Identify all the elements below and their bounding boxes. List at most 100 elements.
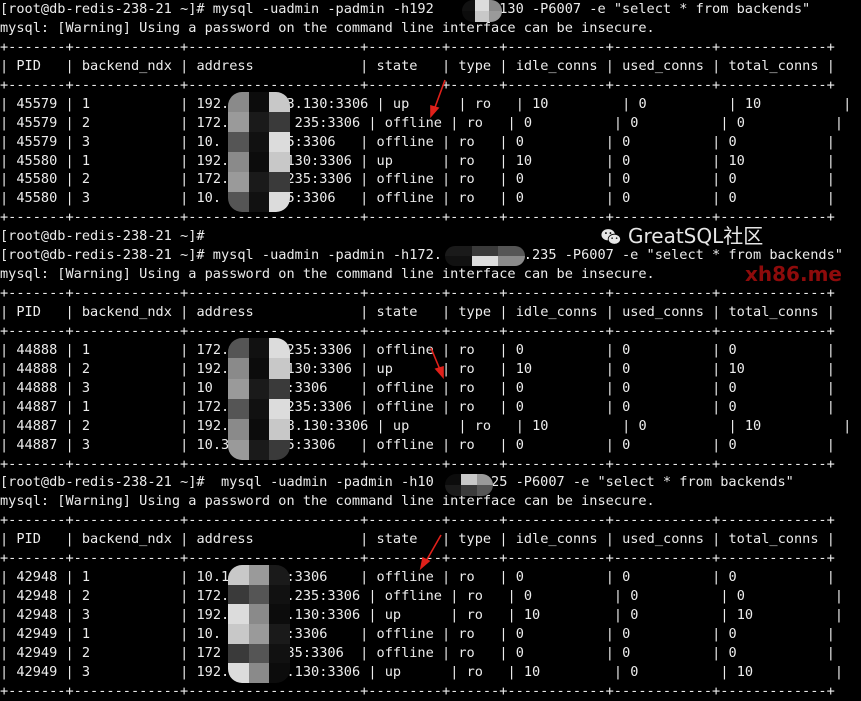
cell-PID: 42948: [16, 569, 58, 586]
community-name: GreatSQL社区: [628, 224, 764, 248]
cell-backend-ndx: 1: [81, 95, 172, 112]
table-row: | 45579 | 1 | 192. 3.130:3306 | up | ro …: [0, 95, 852, 112]
cell-backend-ndx: 2: [81, 114, 172, 131]
table-row: | 44887 | 2 | 192. .88.130:3306 | up | r…: [0, 417, 852, 434]
cell-PID: 45580: [16, 152, 58, 169]
cell-total-conns: 0: [728, 644, 819, 661]
cell-backend-ndx: 2: [81, 644, 172, 661]
table-row: | 42948 | 2 | 172.2 .235:3306 | offline …: [0, 588, 844, 605]
cell-state: offline: [376, 436, 434, 453]
cell-type: ro: [458, 436, 492, 453]
cell-type: ro: [466, 663, 500, 680]
header-address: address: [196, 304, 352, 320]
cell-state: offline: [376, 171, 434, 188]
redaction-mosaic: [462, 0, 502, 22]
table-border: +-------+-------------+-----------------…: [0, 76, 835, 93]
red-arrow-icon: [419, 79, 446, 571]
cell-type: ro: [474, 417, 508, 434]
cell-total-conns: 0: [728, 190, 819, 207]
cell-state: offline: [376, 341, 434, 358]
table-row: | 45579 | 2 | 172.2 235:3306 | offline |…: [0, 114, 844, 131]
table-border: +-------+-------------+-----------------…: [0, 455, 835, 472]
cell-PID: 45580: [16, 190, 58, 207]
cell-PID: 45580: [16, 171, 58, 188]
cell-type: ro: [458, 190, 492, 207]
cell-used-conns: 0: [622, 133, 704, 150]
cell-used-conns: 0: [622, 569, 704, 586]
cell-type: ro: [466, 588, 500, 605]
cell-type: ro: [458, 379, 492, 396]
cell-idle-conns: 0: [515, 644, 598, 661]
cell-state: offline: [376, 625, 434, 642]
cell-idle-conns: 10: [515, 360, 598, 377]
cell-used-conns: 0: [622, 379, 704, 396]
table-border: +-------+-------------+-----------------…: [0, 38, 835, 55]
table-row: | 42949 | 2 | 172 .235:3306 | offline | …: [0, 644, 835, 661]
header-total-conns: total_conns: [728, 57, 819, 74]
command-line: [root@db-redis-238-21 ~]# mysql -uadmin …: [0, 246, 851, 265]
cell-backend-ndx: 1: [81, 569, 172, 586]
header-type: type: [458, 304, 492, 320]
cell-used-conns: 0: [622, 625, 704, 642]
cell-total-conns: 0: [736, 588, 827, 605]
cell-used-conns: 0: [630, 607, 713, 623]
cell-total-conns: 0: [728, 625, 819, 642]
cell-PID: 42948: [16, 607, 58, 623]
command-line: [root@db-redis-238-21 ~]# mysql -uadmin …: [0, 473, 851, 492]
table-row: | 45580 | 3 | 10. .25:3306 | offline | r…: [0, 190, 835, 207]
shell-prompt: [root@db-redis-238-21 ~]#: [0, 474, 205, 491]
cell-state: up: [384, 607, 442, 623]
cell-idle-conns: 10: [532, 417, 614, 434]
table-border: +-------+-------------+-----------------…: [0, 322, 835, 339]
cell-address: 192.1 .130:3306: [196, 607, 361, 623]
table-row: | 45580 | 2 | 172. 235:3306 | offline | …: [0, 171, 835, 188]
cell-PID: 44887: [16, 417, 58, 434]
cell-state: offline: [376, 190, 434, 207]
cell-state: offline: [384, 588, 442, 605]
cell-backend-ndx: 3: [81, 436, 172, 453]
wechat-icon: [601, 228, 621, 245]
cell-PID: 42948: [16, 588, 58, 605]
warning-line: mysql: [Warning] Using a password on the…: [0, 492, 851, 511]
cell-idle-conns: 0: [515, 379, 598, 396]
cell-idle-conns: 10: [523, 663, 606, 680]
header-address: address: [196, 57, 352, 74]
cell-total-conns: 0: [728, 133, 819, 150]
cell-PID: 44887: [16, 398, 58, 415]
cell-PID: 45579: [16, 133, 58, 150]
header-used-conns: used_conns: [622, 531, 704, 548]
cell-idle-conns: 0: [515, 436, 598, 453]
cell-state: offline: [376, 569, 434, 586]
cell-state: up: [384, 663, 442, 680]
cell-idle-conns: 0: [515, 171, 598, 188]
cell-used-conns: 0: [622, 360, 704, 377]
cell-address: 192. .88.130:3306: [196, 417, 369, 434]
header-idle-conns: idle_conns: [515, 57, 598, 74]
cell-backend-ndx: 1: [81, 152, 172, 169]
cell-total-conns: 10: [744, 95, 835, 112]
header-state: state: [376, 304, 434, 320]
table-row: | 44887 | 1 | 172. 235:3306 | offline | …: [0, 398, 835, 415]
cell-idle-conns: 0: [523, 114, 606, 131]
table-row: | 42948 | 3 | 192.1 .130:3306 | up | ro …: [0, 607, 844, 623]
table-header: | PID | backend_ndx | address | state | …: [0, 531, 835, 548]
shell-prompt: [root@db-redis-238-21 ~]#: [0, 1, 205, 17]
cell-state: up: [376, 360, 434, 377]
header-state: state: [376, 531, 434, 548]
community-watermark: GreatSQL社区: [600, 224, 764, 248]
cell-idle-conns: 0: [515, 341, 598, 358]
warning-line: mysql: [Warning] Using a password on the…: [0, 19, 851, 38]
shell-prompt: [root@db-redis-238-21 ~]#: [0, 228, 205, 245]
cell-address: 192.1 .130:3306: [196, 663, 361, 680]
cell-used-conns: 0: [622, 171, 704, 188]
cell-total-conns: 0: [736, 114, 827, 131]
cell-total-conns: 10: [736, 607, 827, 623]
cell-used-conns: 0: [622, 398, 704, 415]
header-backend-ndx: backend_ndx: [81, 304, 172, 320]
cell-total-conns: 0: [728, 436, 819, 453]
header-address: address: [196, 531, 352, 548]
cell-backend-ndx: 3: [81, 133, 172, 150]
cell-type: ro: [458, 171, 492, 188]
